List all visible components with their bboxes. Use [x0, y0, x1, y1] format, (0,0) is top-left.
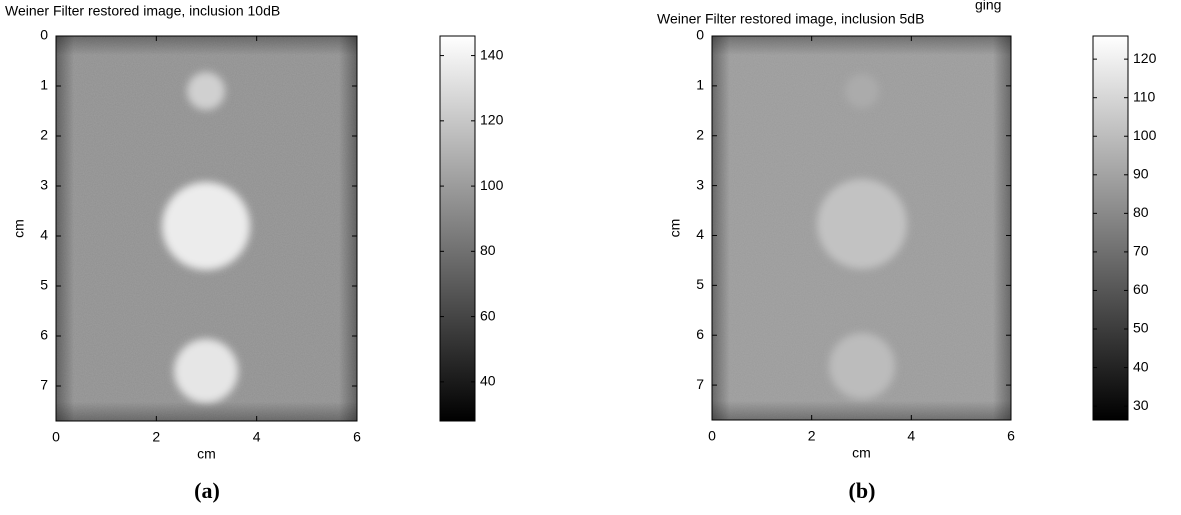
cut-title-fragment: ging — [975, 0, 1001, 13]
colorbar-tick-label: 100 — [480, 177, 504, 193]
y-tick-label: 2 — [40, 127, 48, 143]
colorbar — [439, 35, 476, 422]
colorbar-tick-label: 70 — [1133, 243, 1149, 259]
colorbar-tick-label: 140 — [480, 46, 504, 62]
y-axis-label: cm — [667, 219, 683, 238]
x-tick-label: 6 — [353, 429, 361, 445]
y-tick-label: 7 — [40, 377, 48, 393]
x-axis-label: cm — [197, 446, 216, 462]
y-tick-label: 0 — [40, 27, 48, 43]
y-tick-label: 6 — [696, 326, 704, 342]
caption: (a) — [194, 478, 220, 503]
colorbar-tick-label: 60 — [1133, 281, 1149, 297]
x-tick-label: 2 — [808, 428, 816, 444]
image-b — [712, 36, 1011, 420]
x-tick-label: 0 — [708, 428, 716, 444]
y-tick-label: 2 — [696, 126, 704, 142]
colorbar-tick-label: 60 — [480, 307, 496, 323]
y-tick-label: 3 — [696, 176, 704, 192]
colorbar-tick-label: 90 — [1133, 165, 1149, 181]
chart-title: Weiner Filter restored image, inclusion … — [5, 3, 280, 19]
x-tick-label: 6 — [1007, 428, 1015, 444]
y-tick-label: 4 — [40, 227, 48, 243]
colorbar — [1092, 35, 1129, 421]
y-tick-label: 1 — [696, 77, 704, 93]
y-tick-label: 3 — [40, 177, 48, 193]
y-tick-label: 0 — [696, 27, 704, 43]
colorbar-tick-label: 120 — [1133, 50, 1157, 66]
x-tick-label: 2 — [152, 429, 160, 445]
colorbar-tick-label: 40 — [1133, 358, 1149, 374]
colorbar-tick-label: 80 — [1133, 204, 1149, 220]
x-axis-label: cm — [852, 445, 871, 461]
y-tick-label: 4 — [696, 226, 704, 242]
x-tick-label: 0 — [52, 429, 60, 445]
x-tick-label: 4 — [253, 429, 261, 445]
y-tick-label: 6 — [40, 327, 48, 343]
y-tick-label: 5 — [696, 276, 704, 292]
y-tick-label: 7 — [696, 376, 704, 392]
axes-box — [711, 35, 1012, 421]
x-tick-label: 4 — [907, 428, 915, 444]
colorbar-tick-label: 30 — [1133, 397, 1149, 413]
chart-title: Weiner Filter restored image, inclusion … — [657, 11, 924, 27]
image-a — [56, 36, 357, 421]
y-tick-label: 5 — [40, 277, 48, 293]
colorbar-tick-label: 80 — [480, 242, 496, 258]
colorbar-tick-label: 110 — [1133, 88, 1156, 104]
colorbar-tick-label: 40 — [480, 373, 496, 389]
colorbar-tick-label: 50 — [1133, 320, 1149, 336]
axes-box — [55, 35, 358, 422]
colorbar-tick-label: 120 — [480, 112, 504, 128]
y-axis-label: cm — [11, 219, 27, 238]
y-tick-label: 1 — [40, 77, 48, 93]
colorbar-tick-label: 100 — [1133, 127, 1157, 143]
caption: (b) — [849, 478, 876, 503]
